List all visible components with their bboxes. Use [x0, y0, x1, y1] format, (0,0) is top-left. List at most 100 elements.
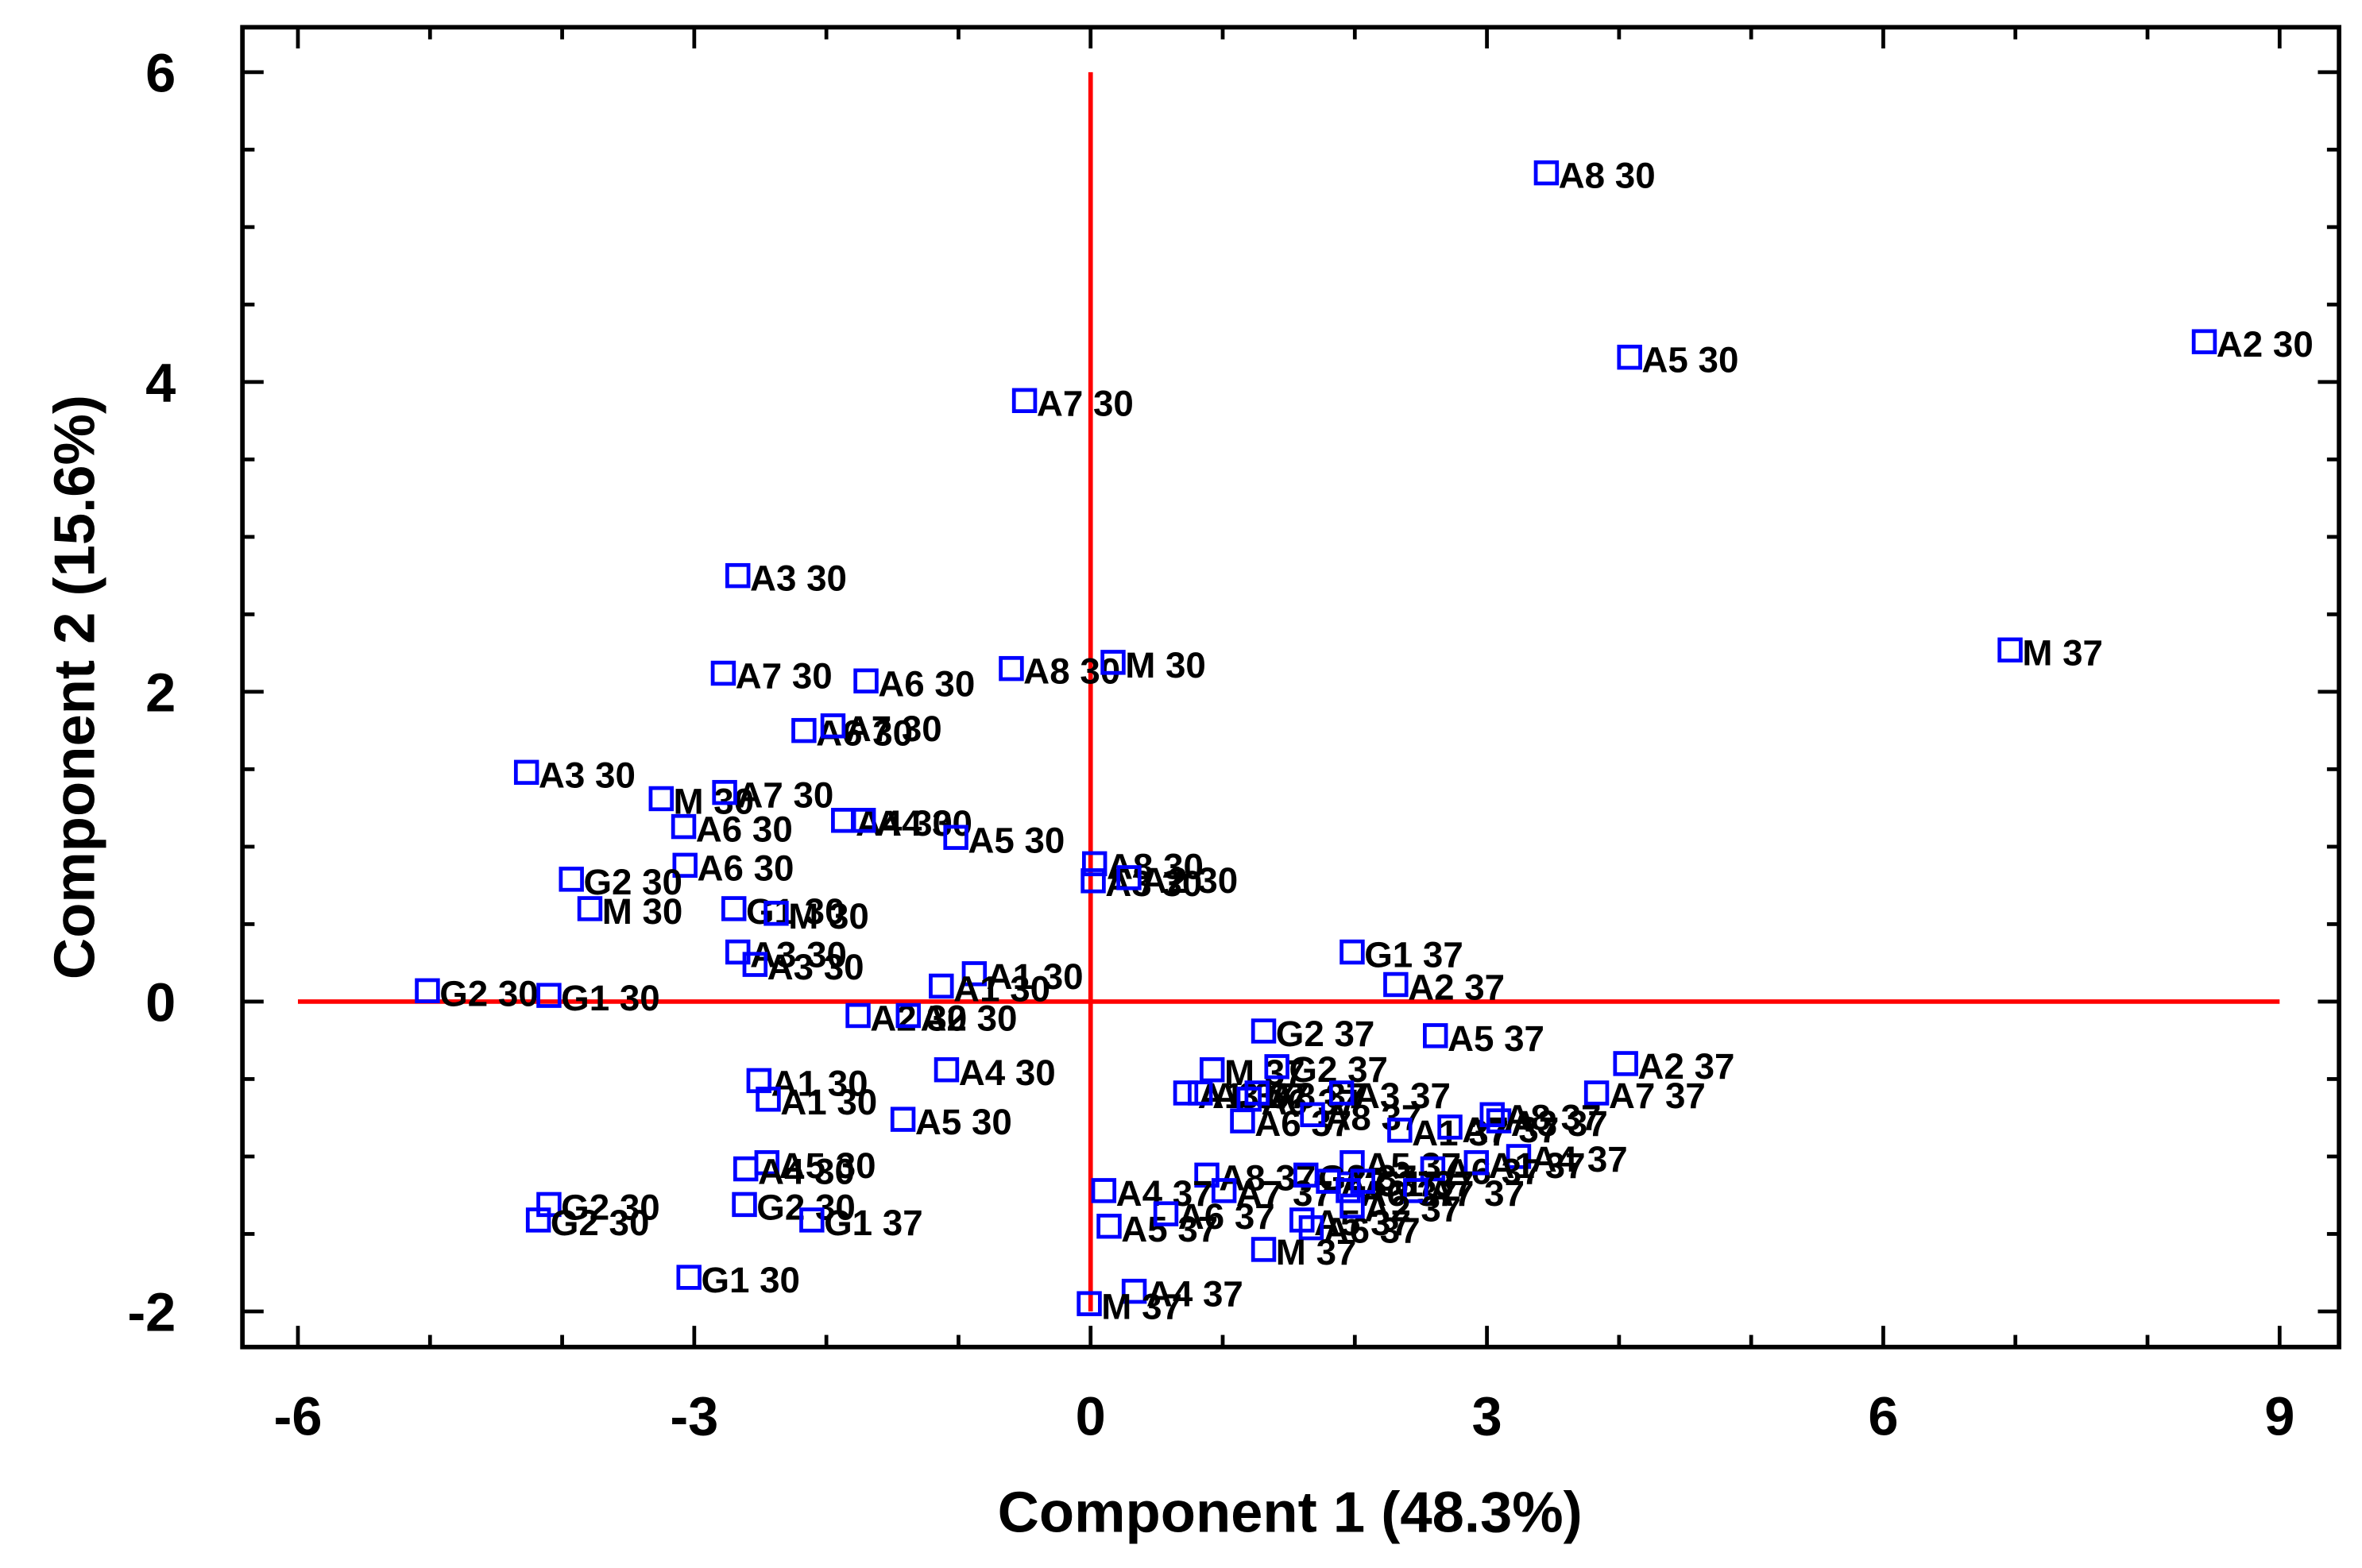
- point: [1298, 1215, 1324, 1241]
- point-label: A1 37: [1489, 1145, 1586, 1186]
- point: [1080, 868, 1106, 894]
- point: [1199, 1057, 1225, 1083]
- point: [742, 952, 768, 977]
- point: [1506, 1144, 1532, 1169]
- point-label: G1 30: [561, 978, 660, 1018]
- point-label: A6 30: [697, 848, 794, 888]
- point-label: A1 30: [987, 956, 1084, 997]
- point: [721, 896, 747, 921]
- point-label: A5 30: [1641, 340, 1738, 380]
- x-tick-label: -6: [273, 1385, 322, 1446]
- point-label: A5 30: [915, 1102, 1012, 1142]
- point-label: A6 37: [1445, 1152, 1542, 1192]
- point: [1423, 1023, 1448, 1049]
- point-label: A1 30: [780, 1082, 877, 1122]
- point-label: M 30: [602, 891, 683, 932]
- point-label: A7 30: [845, 709, 942, 749]
- x-axis-title: Component 1 (48.3%): [998, 1480, 1583, 1544]
- plot-frame: [240, 25, 2341, 1350]
- point: [1264, 1054, 1289, 1079]
- y-tick-label: 6: [145, 43, 176, 104]
- point-label: G2 30: [583, 862, 682, 902]
- point: [671, 813, 697, 840]
- point: [1077, 1291, 1102, 1316]
- point: [1116, 865, 1142, 890]
- point: [733, 1156, 759, 1182]
- point-label: A8 30: [1559, 156, 1656, 196]
- point: [1096, 1213, 1122, 1239]
- point: [1328, 1080, 1355, 1106]
- point: [929, 973, 954, 999]
- point-label: A4 37: [1531, 1139, 1628, 1180]
- point-label: A7 30: [736, 656, 833, 697]
- point-label: G1 37: [824, 1203, 923, 1243]
- point-label: G2 30: [561, 1187, 660, 1227]
- point: [525, 1207, 551, 1233]
- point: [791, 717, 817, 743]
- point: [1339, 939, 1365, 965]
- point: [676, 1265, 702, 1290]
- point: [799, 1207, 825, 1233]
- point-label: G2 30: [551, 1203, 650, 1243]
- y-tick-label: 4: [145, 353, 176, 414]
- point-label: A1 30: [953, 968, 1050, 1009]
- point-label: A7 37: [1428, 1173, 1525, 1214]
- point-label: A7 37: [1609, 1076, 1706, 1116]
- point: [672, 852, 698, 879]
- point-label: A5 37: [1448, 1018, 1544, 1059]
- point: [513, 759, 539, 786]
- point: [725, 562, 751, 589]
- point-label: A2 37: [1408, 967, 1505, 1008]
- point: [1387, 1118, 1413, 1143]
- point: [1244, 1080, 1270, 1106]
- point-label: A5 30: [779, 1145, 876, 1186]
- point-label: G1 37: [1364, 935, 1463, 975]
- point-label: A6 30: [878, 663, 975, 704]
- point: [1211, 1178, 1237, 1203]
- point: [577, 896, 603, 921]
- point-label: A6 30: [816, 713, 913, 754]
- point-label: A3 30: [539, 755, 636, 795]
- point-label: A4 30: [758, 1152, 855, 1192]
- x-tick-label: -3: [670, 1385, 718, 1446]
- point: [1339, 1193, 1365, 1219]
- point: [1613, 1051, 1638, 1076]
- point-label: A5 37: [1121, 1209, 1218, 1249]
- point-label: A2 30: [2217, 324, 2314, 365]
- point: [820, 713, 846, 739]
- point-label: A2 30: [1141, 860, 1238, 901]
- point-label: A8 37: [1504, 1097, 1601, 1137]
- x-tick-label: 6: [1868, 1385, 1898, 1446]
- x-tick-label: 9: [2264, 1385, 2294, 1446]
- point-label: M 37: [2022, 632, 2103, 673]
- point: [763, 901, 789, 926]
- point: [895, 1002, 921, 1029]
- point: [1486, 1108, 1512, 1134]
- point: [1583, 1080, 1610, 1106]
- point-label: A3 37: [1511, 1103, 1608, 1144]
- point: [853, 668, 879, 693]
- point: [710, 660, 736, 686]
- point: [1300, 1102, 1325, 1128]
- point: [1533, 160, 1560, 186]
- point: [1251, 1018, 1277, 1044]
- point-label: A7 30: [736, 775, 833, 816]
- point-label: A6 37: [1178, 1196, 1275, 1237]
- point: [845, 1002, 871, 1029]
- point-label: M 30: [788, 896, 869, 937]
- point-label: M 30: [1125, 645, 1206, 686]
- point: [890, 1106, 916, 1132]
- point-label: A4 30: [876, 803, 972, 844]
- y-axis-title: Component 2 (15.6%): [42, 395, 106, 979]
- point-label: A4 37: [1146, 1274, 1243, 1315]
- point: [648, 786, 675, 812]
- point-label: G1 30: [746, 891, 845, 932]
- point-label: A3 30: [1105, 863, 1202, 904]
- point: [1011, 388, 1038, 413]
- point: [934, 1057, 960, 1083]
- point: [1100, 650, 1126, 675]
- point-label: A4 30: [959, 1052, 1056, 1093]
- point-label: G2 37: [1276, 1014, 1375, 1054]
- point: [1617, 344, 1642, 370]
